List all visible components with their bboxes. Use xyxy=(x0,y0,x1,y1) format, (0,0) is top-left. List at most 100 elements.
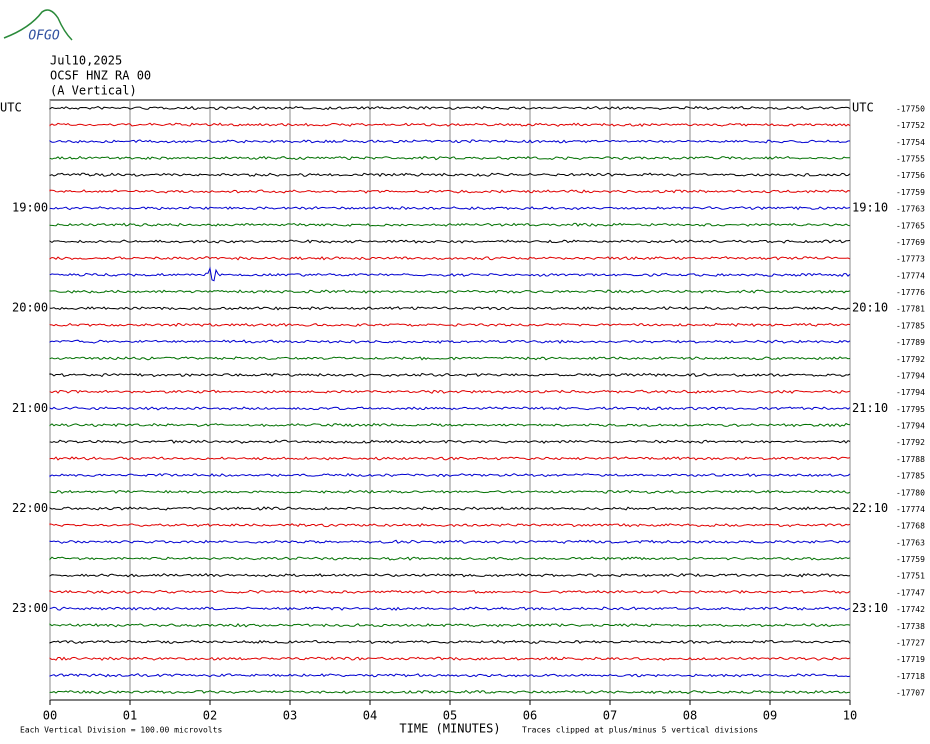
offset-label: -17755 xyxy=(896,155,925,164)
trace xyxy=(49,189,851,194)
trace xyxy=(49,689,850,695)
offset-label: -17754 xyxy=(896,138,925,147)
offset-label: -17747 xyxy=(896,588,925,597)
right-time-label: 20:10 xyxy=(852,301,888,315)
trace xyxy=(49,139,851,144)
x-tick-label: 03 xyxy=(283,709,297,723)
trace xyxy=(49,539,851,544)
offset-label: -17774 xyxy=(896,505,925,514)
offset-label: -17765 xyxy=(896,221,925,230)
offset-label: -17742 xyxy=(896,605,925,614)
offset-label: -17795 xyxy=(896,405,925,414)
trace xyxy=(49,266,851,282)
offset-label: -17759 xyxy=(896,555,925,564)
offset-label: -17789 xyxy=(896,338,925,347)
offset-label: -17781 xyxy=(896,305,925,314)
trace xyxy=(49,289,851,294)
offset-label: -17718 xyxy=(896,672,925,681)
trace xyxy=(49,606,851,611)
trace xyxy=(49,256,851,261)
offset-label: -17759 xyxy=(896,188,925,197)
left-time-label: 23:00 xyxy=(12,601,48,615)
trace xyxy=(49,105,851,111)
trace xyxy=(49,589,851,594)
trace xyxy=(49,556,851,561)
trace xyxy=(49,339,851,344)
scale-note: Each Vertical Division = 100.00 microvol… xyxy=(20,726,222,735)
trace xyxy=(49,322,851,328)
left-time-label: 22:00 xyxy=(12,501,48,515)
trace xyxy=(49,406,851,411)
logo-text: OFGO xyxy=(28,29,59,44)
trace xyxy=(49,573,851,578)
offset-label: -17785 xyxy=(896,321,925,330)
right-time-label: 21:10 xyxy=(852,401,888,415)
left-time-label: UTC xyxy=(0,101,22,115)
component: (A Vertical) xyxy=(50,84,137,98)
logo-swoosh xyxy=(3,9,73,41)
offset-label: -17794 xyxy=(896,388,925,397)
clip-note: Traces clipped at plus/minus 5 vertical … xyxy=(522,726,758,735)
offset-label: -17756 xyxy=(896,171,925,180)
offset-label: -17763 xyxy=(896,205,925,214)
right-time-label: 23:10 xyxy=(852,601,888,615)
trace xyxy=(49,456,851,461)
trace xyxy=(49,472,851,478)
station: OCSF HNZ RA 00 xyxy=(50,69,151,83)
trace xyxy=(49,389,851,394)
offset-label: -17707 xyxy=(896,689,925,698)
left-time-label: 19:00 xyxy=(12,201,48,215)
x-tick-label: 02 xyxy=(203,709,217,723)
left-time-label: 20:00 xyxy=(12,301,48,315)
x-tick-label: 10 xyxy=(843,709,857,723)
x-tick-label: 01 xyxy=(123,709,137,723)
trace xyxy=(49,506,851,511)
offset-label: -17774 xyxy=(896,271,925,280)
offset-label: -17780 xyxy=(896,488,925,497)
offset-label: -17738 xyxy=(896,622,925,631)
trace xyxy=(49,172,851,177)
x-tick-label: 05 xyxy=(443,709,457,723)
offset-label: -17719 xyxy=(896,655,925,664)
trace xyxy=(49,639,851,645)
trace xyxy=(49,656,851,661)
trace xyxy=(49,522,851,528)
offset-label: -17763 xyxy=(896,538,925,547)
trace xyxy=(49,673,851,678)
offset-label: -17751 xyxy=(896,572,925,581)
offset-label: -17792 xyxy=(896,355,925,364)
trace xyxy=(49,222,851,227)
x-tick-label: 04 xyxy=(363,709,377,723)
offset-label: -17773 xyxy=(896,255,925,264)
trace xyxy=(49,489,851,494)
trace xyxy=(49,372,851,378)
x-tick-label: 09 xyxy=(763,709,777,723)
x-axis-label: TIME (MINUTES) xyxy=(399,722,500,736)
right-time-label: 19:10 xyxy=(852,201,888,215)
offset-label: -17768 xyxy=(896,522,925,531)
offset-label: -17769 xyxy=(896,238,925,247)
trace xyxy=(49,205,851,211)
trace xyxy=(49,122,851,127)
trace xyxy=(49,155,850,161)
x-tick-label: 07 xyxy=(603,709,617,723)
x-tick-label: 06 xyxy=(523,709,537,723)
trace xyxy=(49,622,851,628)
offset-label: -17792 xyxy=(896,438,925,447)
trace xyxy=(49,422,851,428)
offset-label: -17788 xyxy=(896,455,925,464)
offset-label: -17785 xyxy=(896,472,925,481)
right-time-label: UTC xyxy=(852,101,874,115)
left-time-label: 21:00 xyxy=(12,401,48,415)
x-tick-label: 00 xyxy=(43,709,57,723)
trace xyxy=(49,439,851,444)
x-tick-label: 08 xyxy=(683,709,697,723)
date: Jul10,2025 xyxy=(50,54,122,68)
offset-label: -17776 xyxy=(896,288,925,297)
offset-label: -17794 xyxy=(896,371,925,380)
offset-label: -17727 xyxy=(896,638,925,647)
trace xyxy=(49,239,851,244)
trace xyxy=(49,306,851,311)
offset-label: -17750 xyxy=(896,105,925,114)
